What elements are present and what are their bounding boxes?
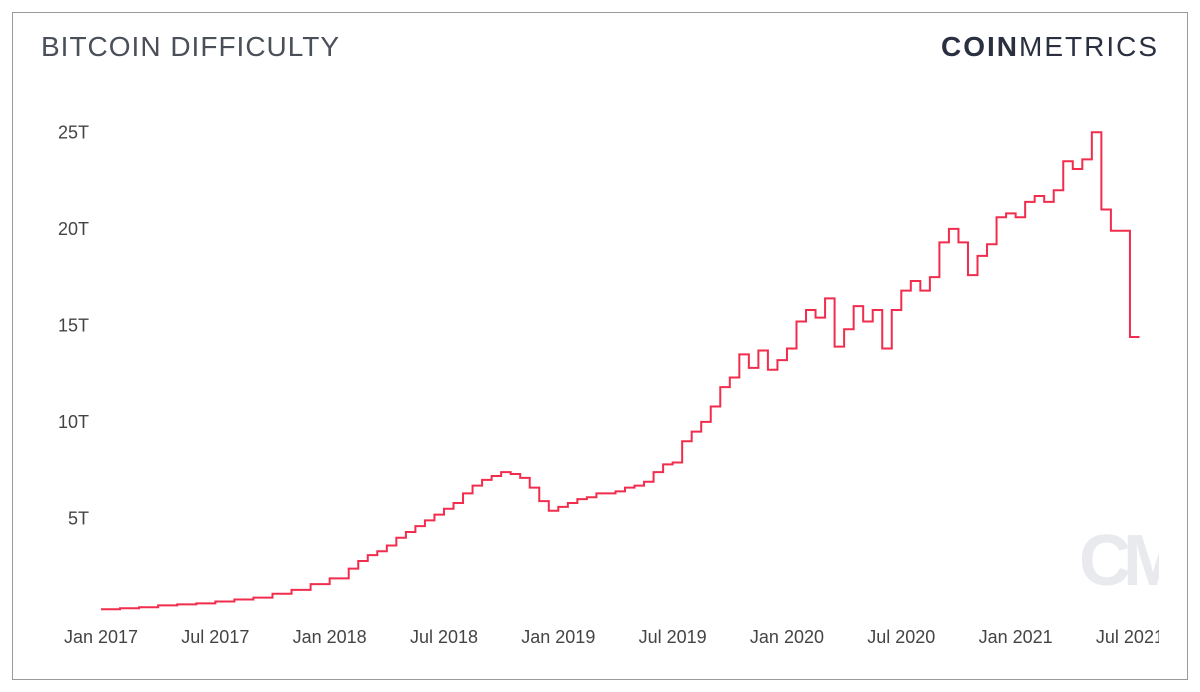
chart-frame: BITCOIN DIFFICULTY COINMETRICS CM 5T 10T 15… [12,12,1188,680]
x-tick-label: Jul 2017 [181,627,249,647]
y-tick-label: 20T [58,219,89,239]
x-tick-label: Jul 2020 [867,627,935,647]
difficulty-line [101,132,1139,609]
x-tick-label: Jul 2019 [639,627,707,647]
y-tick-label: 10T [58,412,89,432]
x-tick-label: Jan 2018 [293,627,367,647]
x-tick-label: Jan 2021 [979,627,1053,647]
x-tick-label: Jul 2021 [1096,627,1159,647]
x-tick-label: Jul 2018 [410,627,478,647]
chart-header: BITCOIN DIFFICULTY COINMETRICS [41,31,1159,63]
chart-title: BITCOIN DIFFICULTY [41,31,340,63]
chart-container: BITCOIN DIFFICULTY COINMETRICS CM 5T 10T 15… [0,0,1200,692]
x-tick-label: Jan 2017 [64,627,138,647]
brand-bold: COIN [941,31,1019,63]
plot-area: CM 5T 10T 15T 20T 25T Jan 2017 Jul 2017 Jan 2018… [41,103,1159,655]
y-tick-label: 25T [58,122,89,142]
brand-thin: METRICS [1019,31,1159,63]
watermark: CM [1079,521,1159,601]
line-chart: CM 5T 10T 15T 20T 25T Jan 2017 Jul 2017 Jan 2018… [41,103,1159,655]
y-tick-label: 15T [58,315,89,335]
brand-logo: COINMETRICS [941,31,1159,63]
y-tick-label: 5T [68,508,89,528]
x-tick-label: Jan 2020 [750,627,824,647]
x-tick-label: Jan 2019 [521,627,595,647]
